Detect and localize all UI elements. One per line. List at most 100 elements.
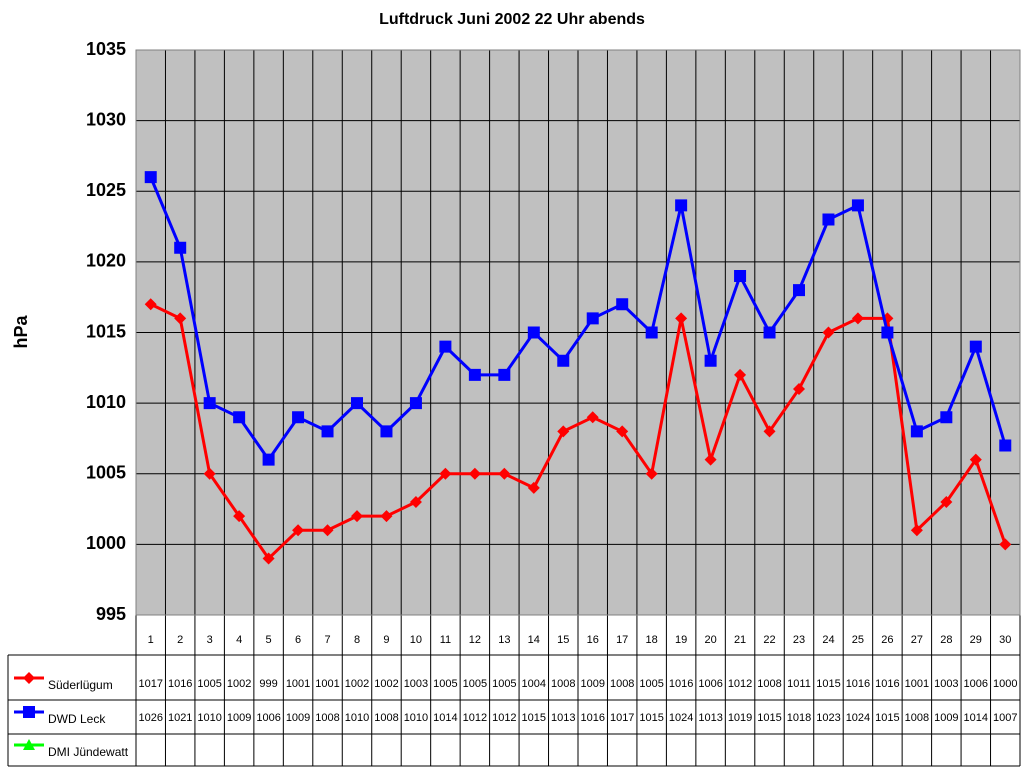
x-tick-label: 11 [440, 634, 451, 646]
marker [351, 510, 363, 523]
marker [969, 453, 982, 466]
table-value: 1016 [669, 678, 693, 690]
table-value: 1015 [875, 712, 899, 724]
table-value: 1005 [463, 678, 487, 690]
table-value: 1019 [728, 712, 752, 724]
marker [616, 425, 629, 438]
table-value: 1002 [345, 678, 369, 690]
marker [439, 340, 452, 353]
y-tick-label: 1010 [86, 392, 126, 412]
table-value: 1003 [934, 678, 958, 690]
table-value: 1015 [816, 678, 840, 690]
table-value: 1008 [757, 678, 781, 690]
table-value: 1015 [639, 712, 663, 724]
legend-marker [23, 706, 35, 718]
marker [940, 496, 953, 508]
x-tick-label: 16 [587, 634, 599, 646]
marker [999, 538, 1012, 551]
marker [793, 383, 805, 395]
marker [233, 411, 246, 424]
marker [586, 312, 599, 325]
table-value: 1008 [610, 678, 634, 690]
table-value: 1006 [256, 712, 280, 724]
table-value: 1021 [168, 712, 192, 724]
table-value: 1009 [227, 712, 251, 724]
table-value: 1016 [168, 678, 192, 690]
marker [321, 524, 334, 537]
x-tick-label: 19 [675, 634, 687, 646]
marker [262, 552, 275, 565]
marker [645, 326, 658, 339]
x-tick-label: 13 [498, 634, 510, 646]
legend-label: Süderlügum [48, 678, 113, 692]
table-value: 1010 [197, 712, 221, 724]
y-tick-label: 1015 [86, 321, 126, 341]
marker [969, 340, 982, 353]
y-axis-label: hPa [11, 315, 31, 349]
marker [144, 171, 157, 184]
marker [704, 453, 717, 466]
x-tick-label: 24 [822, 634, 834, 646]
chart-title: Luftdruck Juni 2002 22 Uhr abends [379, 11, 645, 28]
table-value: 1005 [197, 678, 221, 690]
x-tick-label: 20 [704, 634, 716, 646]
x-tick-label: 27 [911, 634, 923, 646]
x-tick-label: 5 [266, 634, 272, 646]
marker [498, 467, 511, 480]
marker [586, 411, 599, 424]
y-tick-label: 1005 [86, 463, 126, 483]
x-tick-label: 29 [970, 634, 982, 646]
x-tick-label: 4 [236, 634, 242, 646]
table-value: 1008 [315, 712, 339, 724]
table-value: 999 [259, 678, 277, 690]
table-value: 1013 [698, 712, 722, 724]
marker [468, 467, 481, 480]
table-value: 1002 [227, 678, 251, 690]
table-value: 1015 [757, 712, 781, 724]
marker [468, 368, 481, 381]
table-value: 1010 [345, 712, 369, 724]
table-value: 1001 [905, 678, 929, 690]
table-value: 1006 [698, 678, 722, 690]
marker [527, 326, 540, 339]
x-tick-label: 3 [207, 634, 213, 646]
x-tick-label: 10 [410, 634, 422, 646]
table-value: 1010 [404, 712, 428, 724]
table-value: 1003 [404, 678, 428, 690]
y-tick-label: 1025 [86, 180, 126, 200]
table-value: 1024 [846, 712, 870, 724]
y-tick-label: 1000 [86, 533, 126, 553]
marker [763, 326, 776, 339]
x-tick-label: 2 [177, 634, 183, 646]
marker [940, 411, 953, 424]
marker [557, 354, 570, 367]
marker [704, 354, 717, 367]
table-value: 1014 [433, 712, 457, 724]
table-value: 1001 [286, 678, 310, 690]
table-value: 1018 [787, 712, 811, 724]
marker [292, 411, 305, 424]
series-line [149, 176, 1007, 463]
x-tick-label: 17 [616, 634, 628, 646]
marker [675, 199, 688, 212]
marker [793, 284, 805, 297]
y-tick-label: 1020 [86, 251, 126, 271]
table-value: 1009 [580, 678, 604, 690]
x-tick-label: 23 [793, 634, 805, 646]
table-value: 1008 [551, 678, 575, 690]
x-tick-label: 14 [528, 634, 540, 646]
marker [675, 312, 688, 325]
marker [557, 425, 570, 438]
table-value: 1006 [964, 678, 988, 690]
marker [763, 425, 776, 438]
marker [380, 425, 393, 438]
x-tick-label: 21 [734, 634, 746, 646]
marker [616, 298, 629, 311]
x-tick-label: 30 [999, 634, 1011, 646]
marker [822, 326, 835, 339]
x-tick-label: 22 [763, 634, 775, 646]
marker [203, 467, 216, 480]
table-value: 1011 [787, 678, 811, 690]
marker [734, 368, 747, 381]
table-value: 1012 [728, 678, 752, 690]
